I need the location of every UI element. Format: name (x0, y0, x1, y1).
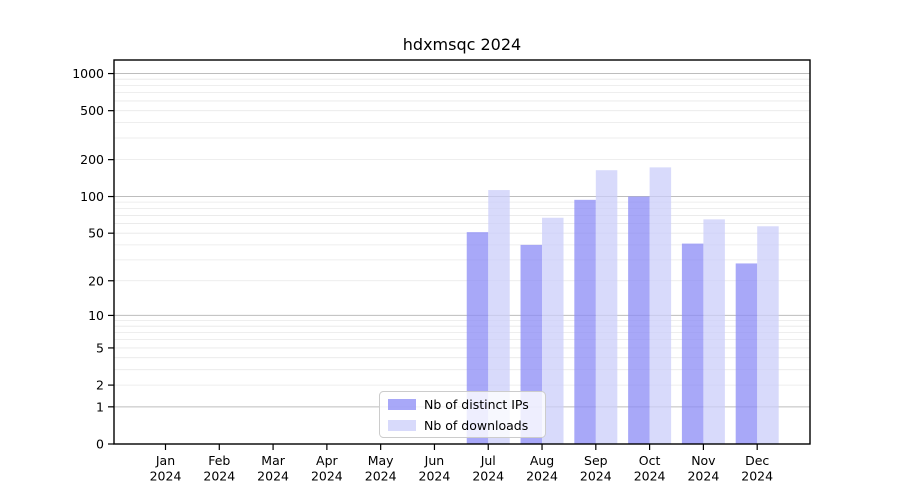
bar-nov-downloads (703, 219, 725, 444)
chart-title: hdxmsqc 2024 (403, 35, 521, 54)
x-tick-label-year: 2024 (203, 469, 235, 484)
y-tick-label: 1 (96, 399, 104, 414)
y-tick-label: 200 (80, 152, 104, 167)
x-tick-label-year: 2024 (419, 469, 451, 484)
bar-sep-ips (574, 199, 596, 444)
y-tick-label: 500 (80, 103, 104, 118)
bar-nov-ips (681, 243, 704, 444)
y-tick-label: 100 (80, 189, 104, 204)
bar-dec-downloads (757, 226, 779, 444)
plot-border (113, 59, 811, 445)
bars (466, 167, 779, 444)
x-tick-label-year: 2024 (526, 469, 558, 484)
y-tick-label: 0 (96, 437, 104, 452)
x-tick-label-year: 2024 (257, 469, 289, 484)
x-tick-label-year: 2024 (365, 469, 397, 484)
x-tick-label-year: 2024 (150, 469, 182, 484)
legend-label-distinct-ips: Nb of distinct IPs (424, 397, 529, 412)
axis-ticks-and-labels: 01251020501002005001000Jan2024Feb2024Mar… (72, 66, 773, 483)
legend: Nb of distinct IPs Nb of downloads (379, 391, 546, 438)
x-tick-label-month: Mar (261, 453, 285, 468)
bar-oct-downloads (649, 167, 672, 444)
y-tick-label: 2 (96, 378, 104, 393)
y-tick-label: 20 (88, 273, 104, 288)
x-tick-label-year: 2024 (472, 469, 504, 484)
x-tick-label-year: 2024 (580, 469, 612, 484)
y-tick-label: 50 (88, 226, 104, 241)
y-tick-label: 10 (88, 308, 104, 323)
x-tick-label-month: Feb (208, 453, 230, 468)
legend-box (379, 391, 546, 438)
x-tick-label-year: 2024 (687, 469, 719, 484)
legend-label-downloads: Nb of downloads (424, 418, 528, 433)
x-tick-label-month: Apr (316, 453, 338, 468)
x-tick-label-month: Jan (155, 453, 175, 468)
x-tick-label-month: Oct (639, 453, 661, 468)
x-tick-label-month: Jul (480, 453, 496, 468)
bar-aug-downloads (542, 217, 564, 444)
bar-oct-ips (628, 196, 650, 444)
bar-dec-ips (735, 263, 758, 444)
x-tick-label-month: Aug (530, 453, 554, 468)
bar-jul-downloads (488, 190, 510, 444)
y-tick-label: 5 (96, 340, 104, 355)
x-tick-label-month: Nov (691, 453, 716, 468)
legend-swatch-downloads-icon (388, 420, 416, 431)
bar-sep-downloads (595, 170, 618, 444)
x-tick-label-month: May (368, 453, 394, 468)
x-tick-label-year: 2024 (634, 469, 666, 484)
x-tick-label-month: Dec (745, 453, 769, 468)
x-tick-label-month: Jun (424, 453, 445, 468)
x-tick-label-year: 2024 (741, 469, 773, 484)
legend-swatch-distinct-ips-icon (388, 399, 416, 410)
x-tick-label-month: Sep (584, 453, 608, 468)
y-tick-label: 1000 (72, 66, 104, 81)
x-tick-label-year: 2024 (311, 469, 343, 484)
